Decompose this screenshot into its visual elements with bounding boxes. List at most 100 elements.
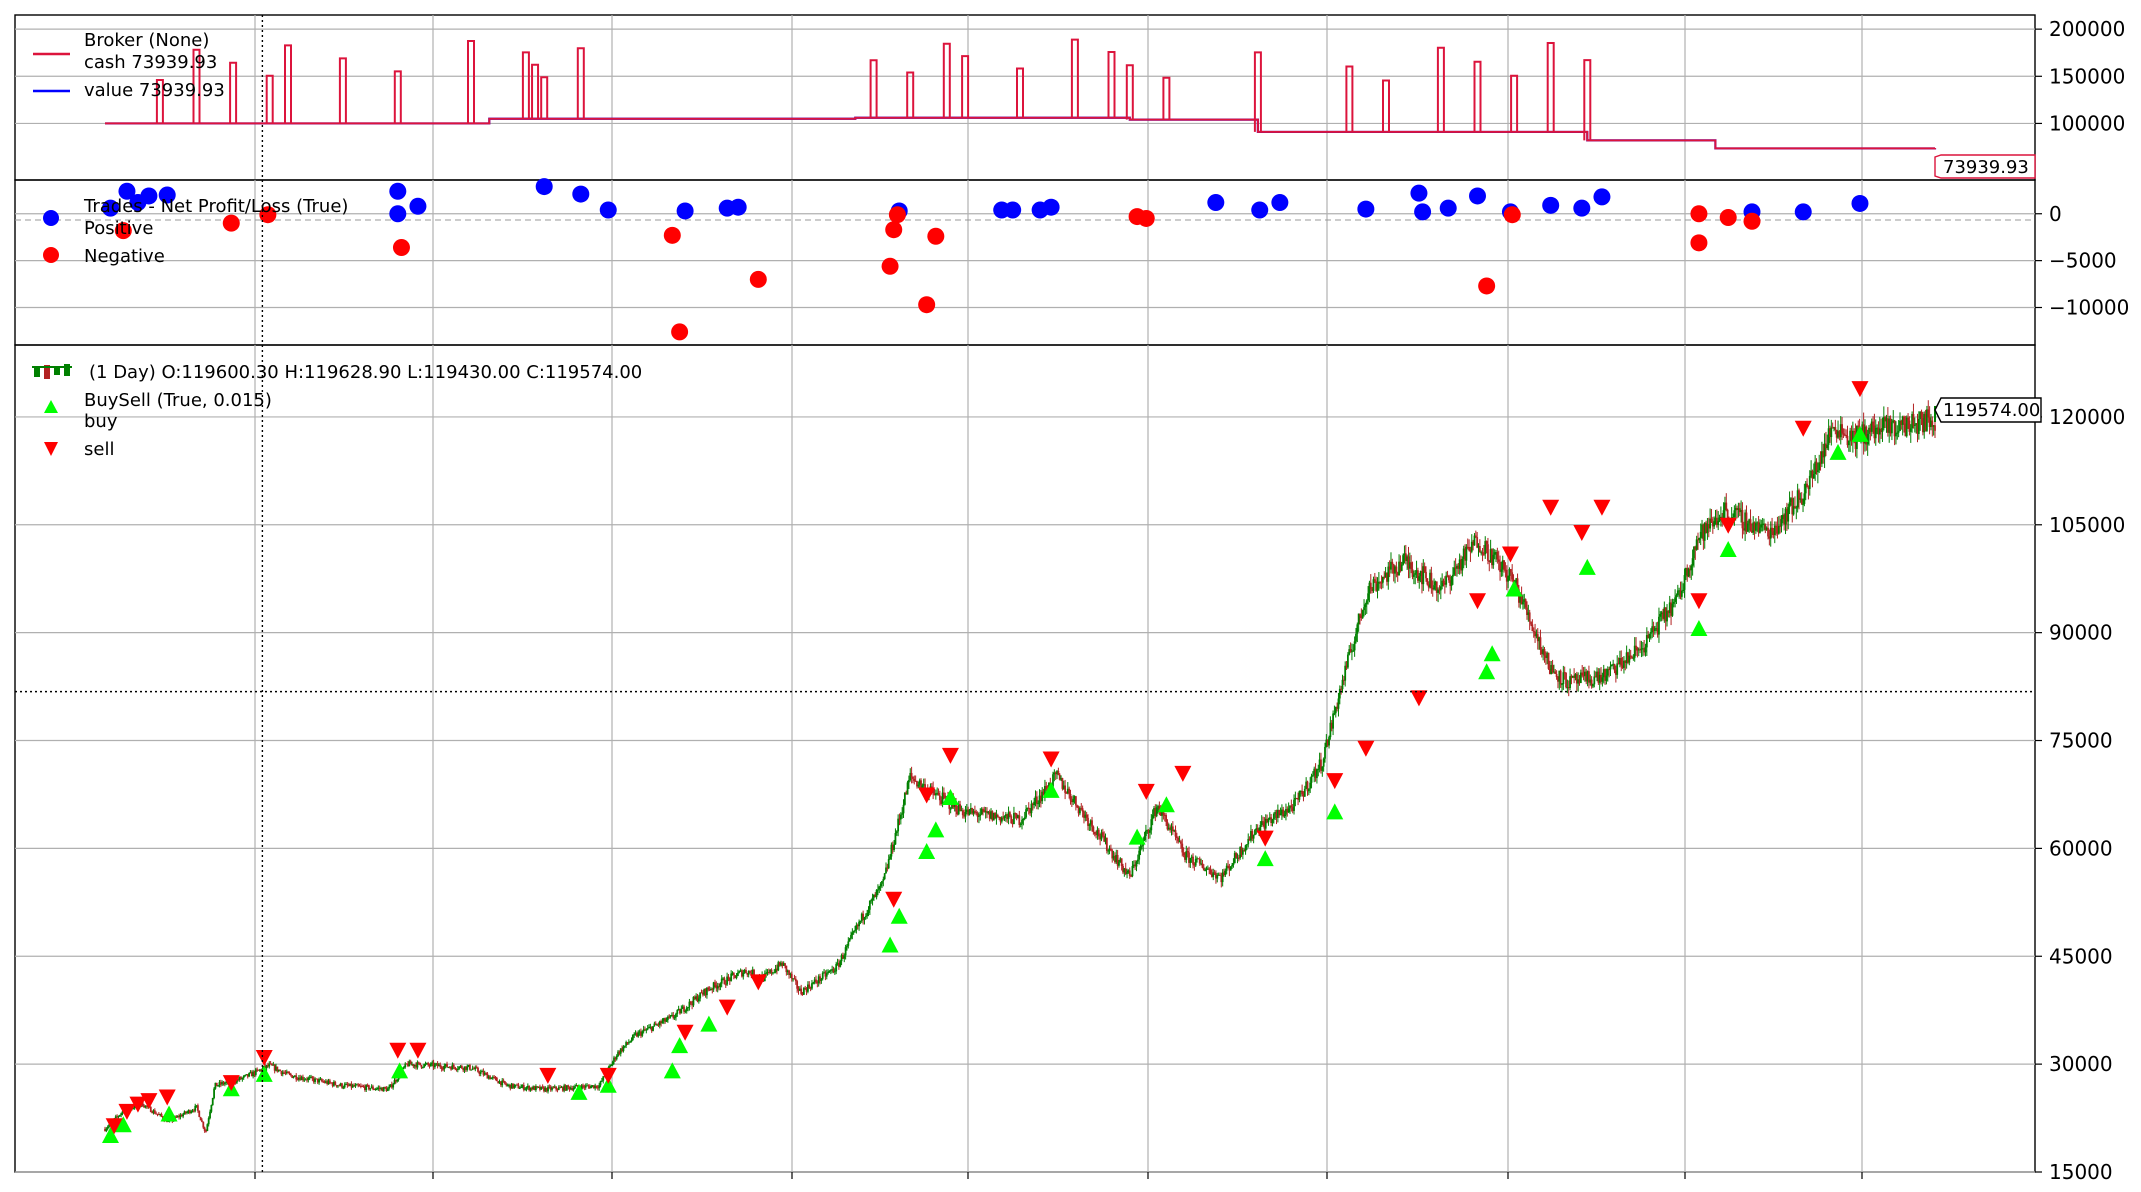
- candle-body: [1651, 626, 1654, 633]
- candle-body: [432, 1062, 435, 1068]
- candle-body: [773, 972, 776, 974]
- candle-body: [1399, 561, 1402, 571]
- candle-body: [1524, 599, 1527, 608]
- candle-body: [1349, 649, 1352, 652]
- candle-body: [1924, 413, 1927, 431]
- candle-body: [359, 1085, 362, 1087]
- candle-body: [186, 1112, 189, 1114]
- candle-body: [275, 1066, 277, 1071]
- candle-body: [808, 984, 811, 988]
- candle-body: [182, 1114, 185, 1117]
- candle-body: [215, 1082, 218, 1087]
- candle-body: [671, 1014, 673, 1016]
- negative-trade-marker: [1719, 209, 1737, 226]
- candle-body: [1412, 574, 1415, 577]
- candle-body: [883, 873, 886, 880]
- candle-body: [1228, 866, 1231, 871]
- sell-marker: [158, 1089, 176, 1106]
- y-tick-label: 90000: [2049, 621, 2113, 645]
- candle-body: [1268, 817, 1271, 820]
- candle-body: [800, 988, 803, 994]
- sell-marker: [918, 787, 936, 804]
- candle-body: [1295, 798, 1298, 800]
- candle-body: [221, 1082, 224, 1085]
- candle-body: [318, 1079, 321, 1083]
- candle-body: [552, 1087, 555, 1089]
- candle-body: [914, 780, 917, 782]
- candle-body: [1206, 868, 1209, 870]
- sell-marker: [941, 747, 959, 764]
- candle-body: [1446, 575, 1449, 577]
- candle-body: [1132, 864, 1135, 866]
- cash-spike: [1510, 74, 1519, 132]
- candle-body: [451, 1064, 454, 1070]
- candle-body: [872, 894, 875, 898]
- candle-body: [536, 1086, 539, 1088]
- candle-body: [1074, 796, 1077, 806]
- candle-body: [1365, 600, 1368, 605]
- candle-body: [1480, 552, 1483, 554]
- candle-body: [1546, 652, 1549, 658]
- sell-legend-label: sell: [84, 439, 114, 460]
- candle-body: [685, 1007, 688, 1011]
- candle-body: [373, 1089, 376, 1091]
- candle-body: [638, 1031, 641, 1033]
- candle-body: [1501, 560, 1504, 570]
- cash-spike: [265, 74, 274, 124]
- candle-body: [1625, 652, 1628, 663]
- candle-body: [308, 1077, 311, 1079]
- candle-body: [718, 986, 720, 988]
- candle-body: [1072, 798, 1075, 803]
- candle-body: [587, 1085, 590, 1087]
- candle-body: [273, 1064, 276, 1071]
- sell-marker: [1690, 593, 1708, 610]
- candle-body: [396, 1079, 399, 1082]
- candle-body: [1892, 420, 1895, 423]
- candle-body: [1007, 812, 1010, 819]
- candle-body: [105, 1128, 108, 1131]
- candle-body: [626, 1042, 629, 1044]
- candle-body: [390, 1084, 393, 1088]
- candle-body: [1927, 409, 1930, 418]
- candle-body: [1866, 433, 1869, 445]
- cash-spike: [961, 55, 970, 118]
- candle-body: [207, 1118, 210, 1125]
- candle-body: [816, 982, 819, 984]
- candle-body: [1474, 535, 1477, 538]
- candle-body: [1109, 848, 1112, 851]
- cash-spike: [192, 48, 201, 124]
- candle-body: [1439, 586, 1442, 591]
- candle-body: [1045, 786, 1048, 790]
- candle-body: [1309, 782, 1312, 789]
- candle-body: [807, 984, 809, 992]
- candle-body: [1194, 858, 1197, 866]
- candle-body: [1447, 575, 1450, 581]
- candle-body: [1478, 545, 1481, 553]
- candle-body: [1612, 663, 1615, 665]
- candle-body: [1356, 624, 1359, 634]
- cash-last-value-text: 73939.93: [1943, 157, 2029, 178]
- candle-body: [819, 976, 821, 981]
- candle-body: [828, 970, 831, 972]
- sell-marker: [1326, 773, 1344, 790]
- candle-body: [1849, 430, 1852, 441]
- candle-body: [1736, 507, 1738, 510]
- candle-body: [1087, 817, 1089, 826]
- candle-body: [1621, 665, 1624, 668]
- candle-body: [683, 1006, 685, 1012]
- candle-body: [195, 1105, 198, 1107]
- candle-body: [362, 1086, 365, 1088]
- candle-body: [1811, 470, 1814, 479]
- candle-body: [1667, 610, 1670, 614]
- candle-body: [1719, 516, 1722, 518]
- candle-body: [288, 1073, 291, 1075]
- candle-body: [425, 1063, 428, 1065]
- candle-body: [1538, 637, 1541, 642]
- candle-body: [1118, 862, 1120, 866]
- candle-body: [777, 962, 780, 971]
- candle-body: [1870, 421, 1873, 432]
- candle-body: [727, 976, 730, 978]
- candle-body: [1795, 507, 1798, 509]
- candle-body: [346, 1083, 349, 1086]
- candle-body: [459, 1065, 462, 1067]
